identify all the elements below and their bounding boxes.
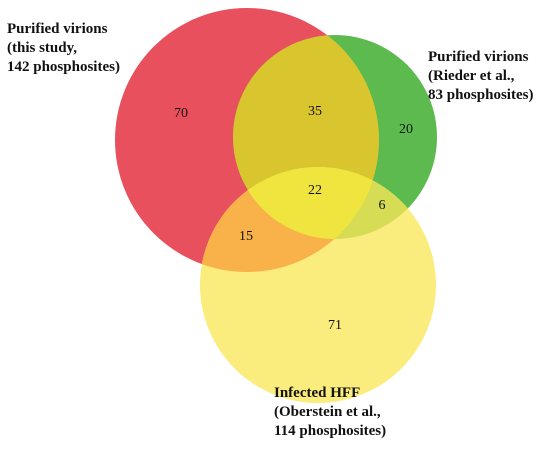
set-a-label-line-1: Purified virions xyxy=(7,21,108,37)
region-a-b-c-count: 22 xyxy=(308,183,322,198)
region-a-c-count: 15 xyxy=(239,229,253,244)
region-b-c-count: 6 xyxy=(379,198,386,213)
set-b-label-line-1: Purified virions xyxy=(428,49,529,65)
set-a-label: Purified virions (this study, 142 phosph… xyxy=(7,20,120,77)
region-a-only-count: 70 xyxy=(174,106,188,121)
set-b-label-line-3: 83 phosphosites) xyxy=(428,87,534,103)
set-a-label-line-3: 142 phosphosites) xyxy=(7,59,120,75)
set-b-label: Purified virions (Rieder et al., 83 phos… xyxy=(428,48,533,105)
set-c-label: Infected HFF (Oberstein et al., 114 phos… xyxy=(274,384,386,441)
set-c-label-line-2: (Oberstein et al., xyxy=(274,404,381,420)
set-c-label-line-1: Infected HFF xyxy=(274,385,361,401)
region-a-b-count: 35 xyxy=(308,104,322,119)
region-b-only-count: 20 xyxy=(399,122,413,137)
set-b-label-line-2: (Rieder et al., xyxy=(428,68,515,84)
set-c-label-line-3: 114 phosphosites) xyxy=(274,423,387,439)
set-a-label-line-2: (this study, xyxy=(7,40,78,56)
region-c-only-count: 71 xyxy=(328,318,342,333)
